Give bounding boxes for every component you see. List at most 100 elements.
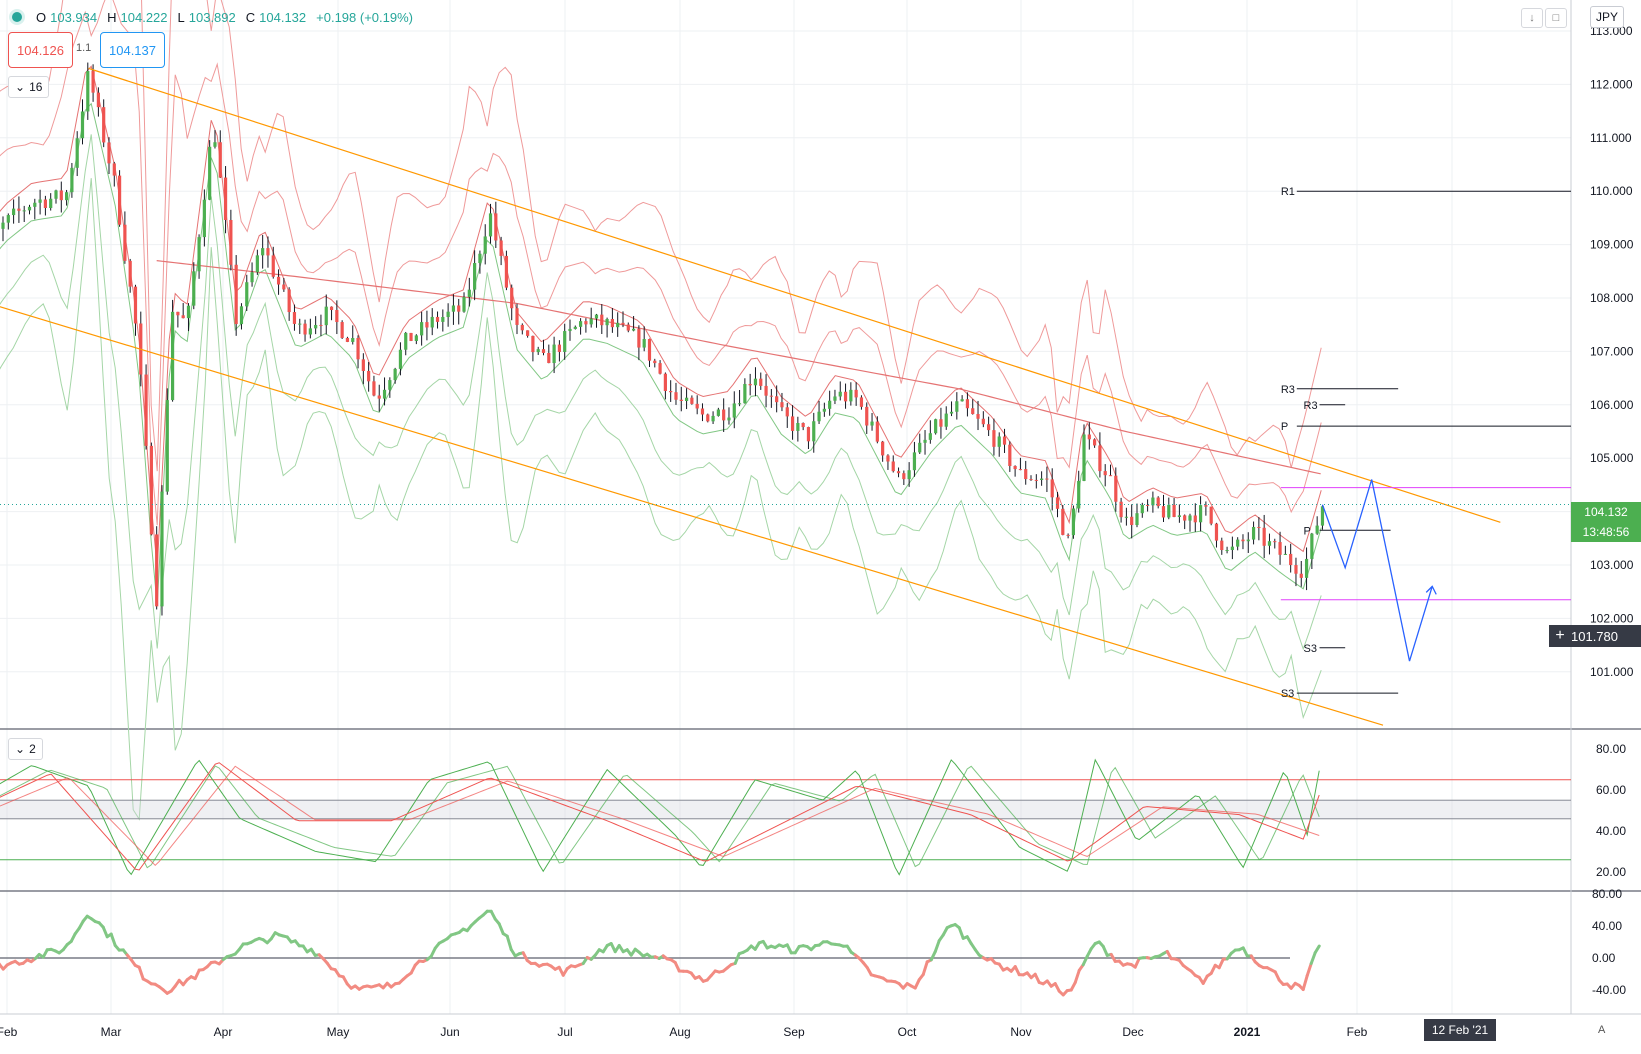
candle-up (39, 200, 42, 203)
candle-down (611, 319, 614, 327)
candle-up (998, 436, 1001, 446)
y-tick-main: 105.000 (1590, 451, 1634, 465)
y-tick-oscillator: 20.00 (1596, 865, 1626, 879)
candle-down (621, 323, 624, 325)
expand-icon[interactable]: □ (1545, 8, 1567, 28)
candle-up (1268, 541, 1271, 546)
candle-up (812, 421, 815, 441)
y-tick-momentum: 80.00 (1592, 887, 1622, 901)
x-tick-label: Feb (0, 1025, 18, 1039)
buy-price-button[interactable]: 104.137 (100, 32, 165, 68)
currency-button[interactable]: JPY (1590, 6, 1624, 28)
open-value: 103.934 (50, 10, 97, 25)
candle-down (637, 329, 640, 348)
candle-down (807, 427, 810, 441)
candle-down (696, 404, 699, 409)
high-label: H (107, 10, 116, 25)
candle-down (515, 308, 518, 325)
candle-up (1135, 513, 1138, 525)
candle-down (706, 414, 709, 421)
candle-down (229, 220, 232, 265)
candle-up (240, 306, 243, 324)
y-tick-main: 107.000 (1590, 344, 1634, 358)
candle-down (759, 379, 762, 386)
candle-up (1252, 527, 1255, 540)
candle-down (1014, 466, 1017, 469)
sell-price-button[interactable]: 104.126 (8, 32, 73, 68)
candle-down (510, 288, 513, 309)
candle-down (282, 285, 285, 290)
status-dot-icon (12, 12, 22, 22)
candle-up (12, 209, 15, 215)
candle-down (722, 410, 725, 421)
candle-up (1231, 547, 1234, 550)
candle-up (817, 412, 820, 422)
candle-down (976, 414, 979, 419)
candle-up (1077, 481, 1080, 509)
candle-down (1051, 479, 1054, 497)
candle-down (627, 325, 630, 331)
candle-up (28, 207, 31, 211)
candle-down (987, 424, 990, 430)
oscillator-legend-count: 2 (29, 742, 36, 756)
candle-up (404, 333, 407, 350)
candle-up (595, 315, 598, 319)
low-label: L (178, 10, 185, 25)
x-tick-label: Jun (440, 1025, 459, 1039)
x-tick-label: Mar (101, 1025, 122, 1039)
candle-up (309, 328, 312, 334)
candle-up (420, 322, 423, 335)
candle-up (33, 203, 36, 207)
y-tick-main: 112.000 (1590, 77, 1633, 91)
candle-down (902, 473, 905, 479)
oscillator-legend-toggle[interactable]: ⌄ 2 (8, 738, 43, 760)
candle-up (579, 321, 582, 327)
candle-down (992, 430, 995, 447)
candle-down (150, 446, 153, 535)
candle-down (60, 190, 63, 200)
y-tick-oscillator: 40.00 (1596, 824, 1626, 838)
cursor-price-tag[interactable]: + 101.780 (1549, 625, 1641, 647)
candle-down (1056, 497, 1059, 508)
y-tick-momentum: -40.00 (1592, 983, 1626, 997)
candle-down (1263, 528, 1266, 546)
x-tick-label: Nov (1010, 1025, 1031, 1039)
candle-up (796, 423, 799, 431)
candle-down (674, 392, 677, 399)
candle-down (749, 384, 752, 385)
candle-down (1210, 507, 1213, 524)
momentum-segment (959, 928, 963, 939)
candle-down (288, 289, 291, 312)
candle-up (833, 396, 836, 400)
candle-up (473, 263, 476, 290)
open-label: O (36, 10, 46, 25)
candle-up (250, 272, 253, 282)
candle-up (823, 409, 826, 412)
momentum-segment (103, 927, 107, 937)
candle-up (685, 398, 688, 401)
level-label-r3: R3 (1281, 384, 1295, 396)
candle-up (934, 419, 937, 433)
candle-up (1316, 526, 1319, 534)
momentum-segment (1307, 963, 1311, 975)
candle-down (600, 315, 603, 326)
candle-down (155, 534, 158, 606)
candle-up (81, 111, 84, 138)
main-pane-legend-toggle[interactable]: ⌄ 16 (8, 76, 49, 98)
candle-down (526, 330, 529, 336)
crosshair-icon[interactable]: + (1549, 627, 1571, 645)
candle-down (113, 163, 116, 175)
level-label-r3: R3 (1304, 400, 1318, 412)
momentum-segment (507, 936, 511, 949)
candle-down (224, 178, 227, 220)
y-tick-main: 101.000 (1590, 665, 1634, 679)
x-tick-label: Feb (1347, 1025, 1368, 1039)
download-icon[interactable]: ↓ (1521, 8, 1543, 28)
candle-down (1067, 535, 1070, 536)
auto-scale-button[interactable]: A (1598, 1024, 1605, 1036)
momentum-segment (499, 924, 503, 934)
candle-down (144, 375, 147, 446)
chevron-down-icon: ⌄ (15, 742, 25, 756)
